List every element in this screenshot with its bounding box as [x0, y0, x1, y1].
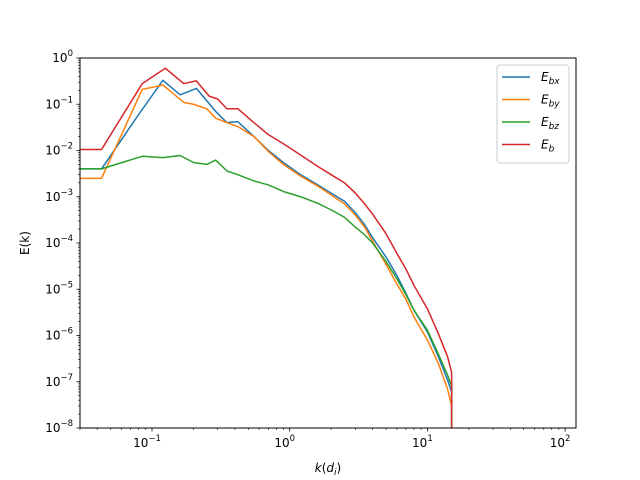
legend-label: Eb [541, 138, 555, 155]
series-line-e-b [80, 67, 453, 428]
legend-entry-e-bx: Ebx [502, 70, 560, 87]
legend-label: Ebx [541, 70, 560, 87]
y-tick-label: 10−3 [45, 188, 73, 204]
legend-frame [496, 64, 570, 164]
y-tick-label: 10−7 [45, 373, 73, 389]
legend-label: Eby [541, 93, 560, 110]
y-tick-label: 10−1 [45, 95, 73, 111]
x-tick-label: 101 [412, 434, 433, 450]
series-line-e-by [80, 84, 453, 428]
y-axis-ticks: 10−8 10−7 10−6 10−5 10−4 10−3 10−2 10−1 100 [45, 49, 80, 435]
x-tick-label: 100 [274, 434, 295, 450]
x-tick-label: 102 [550, 434, 571, 450]
y-tick-label: 10−8 [45, 419, 73, 435]
series-line-e-bz [80, 154, 453, 428]
series-layer [80, 67, 453, 428]
x-axis-ticks: 10−1 100 101 102 [79, 428, 571, 450]
x-axis-title: k(di) [315, 461, 341, 478]
y-tick-label: 100 [52, 49, 73, 65]
legend-label: Ebz [541, 115, 559, 132]
legend-entry-e-b: Eb [502, 138, 555, 155]
y-tick-label: 10−6 [45, 327, 73, 343]
legend-entry-e-bz: Ebz [502, 115, 559, 132]
y-axis-title: E(k) [18, 231, 32, 255]
y-tick-label: 10−2 [45, 142, 73, 158]
y-tick-label: 10−4 [45, 234, 73, 250]
legend-entry-e-by: Eby [502, 93, 560, 110]
legend: Ebx Eby Ebz Eb [496, 64, 570, 164]
y-tick-label: 10−5 [45, 280, 73, 296]
x-tick-label: 10−1 [133, 434, 161, 450]
